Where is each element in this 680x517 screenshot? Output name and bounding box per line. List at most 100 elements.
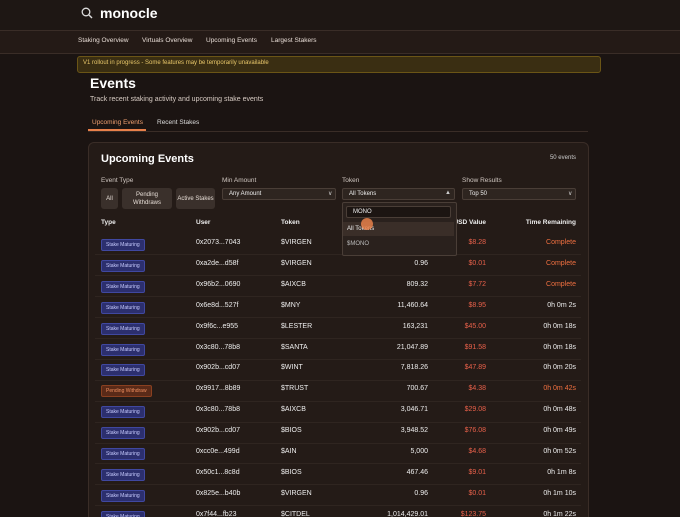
row-divider [95,317,581,319]
select[interactable]: All Tokens [342,188,455,200]
filter-button[interactable]: Active Stakes [176,188,215,209]
token[interactable]: $AIXCB [281,280,306,288]
select-arrow: ▲ [445,190,451,196]
user[interactable]: 0xcc0e...499d [196,448,240,455]
token[interactable]: $LESTER [281,322,313,330]
column-header: Token [281,219,300,226]
panel-title: Upcoming Events [101,153,194,165]
user[interactable]: 0x3c80...78b8 [196,343,240,351]
time-remaining: 0h 0m 20s [543,364,576,372]
usd-value: $29.08 [464,406,486,414]
dropdown-option[interactable]: All Tokens [343,222,454,236]
type-badge: Stake Maturing [101,406,145,419]
page-title: Events [90,75,136,91]
dropdown-search[interactable]: MONO [346,206,451,218]
nav-link[interactable]: Largest Stakers [271,37,317,44]
user[interactable]: 0x9f6c...e955 [196,322,239,330]
token[interactable]: $BIOS [281,427,302,435]
user[interactable]: 0x3c80...78b8 [196,406,240,414]
user[interactable]: 0x825e...b40b [196,489,241,497]
usd-value: $4.68 [468,448,486,455]
select-arrow: ∨ [568,191,573,197]
time-remaining: 0h 1m 22s [543,510,576,517]
token[interactable]: $BIOS [281,468,302,476]
row-divider [95,254,581,256]
type-badge: Stake Maturing [101,468,145,481]
time-remaining: 0h 0m 48s [543,406,576,414]
time-remaining: 0h 0m 2s [547,301,576,309]
user[interactable]: 0x6e8d...527f [196,301,239,309]
time-remaining: 0h 0m 52s [543,448,576,455]
token[interactable]: $CITDEL [281,510,310,517]
token[interactable]: $VIRGEN [281,259,312,267]
type-badge: Stake Maturing [101,280,145,293]
time-remaining: 0h 0m 18s [543,343,576,351]
token[interactable]: $AIN [281,448,297,455]
row-divider [95,379,581,381]
token[interactable]: $VIRGEN [281,489,312,497]
row-divider [95,463,581,465]
token[interactable]: $MNY [281,301,301,309]
type-badge: Stake Maturing [101,301,145,314]
amount: 7,818.26 [400,364,428,372]
user[interactable]: 0x2073...7043 [196,239,241,246]
tab[interactable]: Recent Stakes [157,119,200,126]
amount: 5,000 [410,448,428,455]
app-title: monocle [100,5,158,21]
usd-value: $9.01 [468,468,486,476]
select[interactable]: Top 50 [462,188,576,200]
usd-value: $0.01 [468,489,486,497]
usd-value: $76.08 [464,427,486,435]
token[interactable]: $VIRGEN [281,239,312,246]
amount: 1,014,429.01 [387,510,428,517]
usd-value: $4.38 [468,385,486,393]
banner [77,56,601,73]
filter-button[interactable]: Pending Withdraws [122,188,172,209]
usd-value: $0.01 [468,259,486,267]
filter-label: Show Results [462,177,502,184]
row-divider [95,400,581,402]
amount: 0.96 [414,259,428,267]
usd-value: $7.72 [468,280,486,288]
tab-underline [88,129,146,131]
amount: 21,047.89 [396,343,428,351]
user[interactable]: 0x902b...cd07 [196,427,240,435]
token[interactable]: $WINT [281,364,303,372]
select[interactable]: Any Amount [222,188,336,200]
amount: 3,046.71 [400,406,428,414]
search-icon[interactable] [81,7,93,19]
amount: 0.96 [414,489,428,497]
column-header: Type [101,219,116,226]
nav-link[interactable]: Upcoming Events [206,37,257,44]
time-remaining: 0h 0m 18s [543,322,576,330]
user[interactable]: 0x96b2...0690 [196,280,241,288]
token[interactable]: $SANTA [281,343,308,351]
usd-value: $123.75 [460,510,486,517]
filter-button[interactable]: All [101,188,118,209]
type-badge: Stake Maturing [101,427,145,440]
type-badge: Stake Maturing [101,448,145,460]
usd-value: $47.89 [464,364,486,372]
column-header: Time Remaining [525,219,576,226]
row-divider [95,505,581,507]
nav-link[interactable]: Staking Overview [78,37,129,44]
type-badge: Stake Maturing [101,322,145,335]
usd-value: $45.00 [464,322,486,330]
filter-label: Min Amount [222,177,257,184]
select-arrow: ∨ [328,191,333,197]
dropdown-option[interactable]: $MONO [347,241,370,247]
cursor [361,218,373,230]
user[interactable]: 0x7f44...fb23 [196,510,237,517]
user[interactable]: 0x50c1...8c8d [196,468,240,476]
user[interactable]: 0xa2de...d58f [196,259,239,267]
type-badge: Stake Maturing [101,364,145,377]
user[interactable]: 0x902b...cd07 [196,364,240,372]
user[interactable]: 0x9917...8b89 [196,385,241,393]
token[interactable]: $AIXCB [281,406,306,414]
nav-link[interactable]: Virtuals Overview [142,37,193,44]
tab[interactable]: Upcoming Events [92,119,143,126]
usd-value: $8.95 [468,301,486,309]
token[interactable]: $TRUST [281,385,309,393]
time-remaining: 0h 0m 49s [543,427,576,435]
